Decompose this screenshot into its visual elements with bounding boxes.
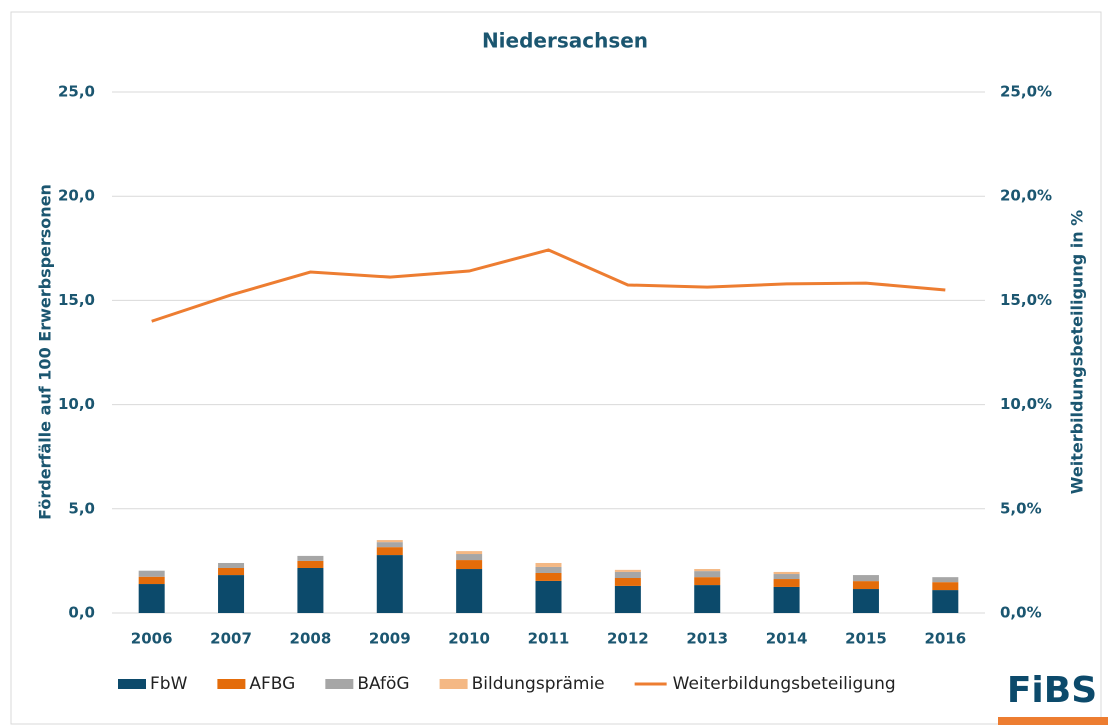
logo: FiBS [1007,670,1097,711]
bar-segment [694,585,721,613]
bar-segment [694,569,721,572]
chart-title: Niedersachsen [482,29,648,53]
y-tick-label: 0,0 [68,604,95,622]
legend-label: AFBG [249,674,295,694]
bar-segment [297,555,324,561]
chart-frame [10,11,1102,725]
bar-segment [773,586,800,613]
x-tick-label: 2013 [686,630,728,648]
bar-segment [535,572,562,581]
bar-segment [932,582,959,591]
x-tick-label: 2007 [210,630,252,648]
y2-axis-label: Weiterbildungsbeteiligung in % [1068,210,1087,494]
x-tick-label: 2009 [369,630,411,648]
bar-segment [535,562,562,567]
x-tick-label: 2006 [131,630,173,648]
bar-segment [614,571,641,578]
y-tick-label: 15,0 [58,291,95,309]
bar-segment [376,542,403,548]
bar-segment [456,551,483,555]
bar-segment [773,579,800,587]
legend-label: Bildungsprämie [472,674,605,694]
y2-tick-label: 5,0% [1000,499,1042,517]
y-tick-label: 25,0 [58,83,95,101]
x-tick-label: 2011 [528,630,570,648]
bar-segment [456,569,483,613]
bar-segment [138,584,165,613]
bar-segment [218,567,245,576]
bar-segment [218,562,245,568]
x-tick-label: 2010 [448,630,490,648]
bar-segment [138,576,165,585]
y-tick-label: 5,0 [68,499,95,517]
legend-marker [325,679,354,689]
bar-segment [932,590,959,613]
bar-segment [852,575,879,582]
bar-segment [535,580,562,613]
bar-segment [138,570,165,577]
y2-tick-label: 20,0% [1000,187,1052,205]
bar-segment [218,575,245,613]
y2-tick-label: 15,0% [1000,291,1052,309]
bar-segment [297,560,324,568]
bar-segment [773,571,800,575]
legend-label: Weiterbildungsbeteiligung [673,674,896,694]
y2-tick-label: 10,0% [1000,395,1052,413]
bar-segment [376,555,403,613]
bar-segment [456,560,483,570]
x-tick-label: 2015 [845,630,887,648]
legend-label: FbW [150,674,188,694]
bar-segment [376,547,403,556]
bar-segment [456,554,483,561]
x-tick-label: 2012 [607,630,649,648]
bar-segment [932,577,959,583]
logo-bar [998,717,1108,725]
y2-tick-label: 25,0% [1000,83,1052,101]
bar-segment [694,571,721,578]
bar-segment [614,569,641,572]
bar-segment [297,567,324,613]
bar-segment [614,585,641,613]
x-tick-label: 2014 [766,630,808,648]
legend-marker [439,679,468,689]
legend-marker [217,679,246,689]
bar-segment [694,577,721,586]
y-tick-label: 10,0 [58,395,95,413]
y-axis-label: Förderfälle auf 100 Erwerbspersonen [36,184,55,520]
x-tick-label: 2008 [290,630,332,648]
legend-label: BAföG [357,674,409,694]
bar-segment [852,581,879,590]
x-tick-label: 2016 [924,630,966,648]
bar-segment [535,566,562,573]
bar-segment [614,577,641,586]
bar-segment [376,540,403,543]
line-series [151,248,946,323]
bar-segment [773,574,800,580]
bar-segment [852,589,879,613]
y2-tick-label: 0,0% [1000,604,1042,622]
y-tick-label: 20,0 [58,187,95,205]
legend-marker [118,679,146,689]
